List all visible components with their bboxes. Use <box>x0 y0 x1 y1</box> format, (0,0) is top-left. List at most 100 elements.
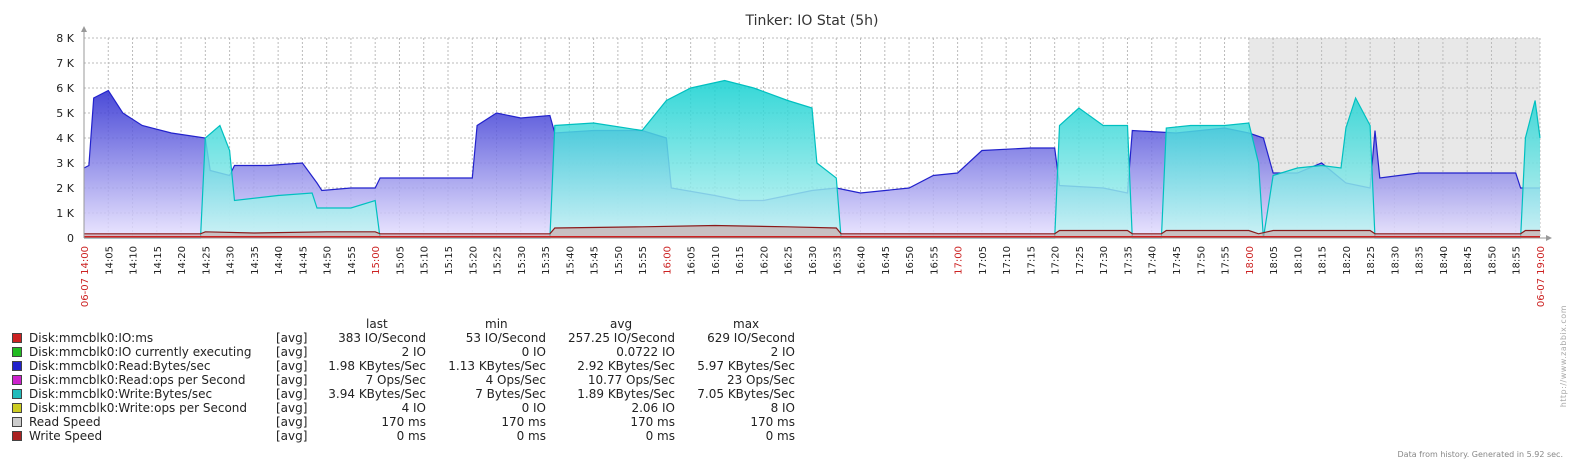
x-tick-label: 14:20 <box>177 246 188 275</box>
legend-row: Read Speed [avg] 170 ms 170 ms 170 ms 170 ms <box>0 415 820 429</box>
x-tick-label: 16:40 <box>857 246 868 275</box>
legend-item-name: Disk:mmcblk0:IO currently executing <box>29 345 252 359</box>
legend-item-name: Write Speed <box>29 429 103 443</box>
legend-item-max: 23 Ops/Sec <box>726 373 795 387</box>
legend-item-max: 5.97 KBytes/Sec <box>697 359 795 373</box>
x-tick-label: 18:00 <box>1245 246 1256 275</box>
legend-item-last: 0 ms <box>396 429 426 443</box>
x-tick-label: 18:45 <box>1463 246 1474 275</box>
x-tick-label: 18:15 <box>1318 246 1329 275</box>
x-tick-label: 16:20 <box>759 246 770 275</box>
x-tick-label: 15:35 <box>541 246 552 275</box>
legend-item-min: 4 Ops/Sec <box>485 373 546 387</box>
legend-item-avg: 257.25 IO/Second <box>568 331 675 345</box>
legend-swatch <box>12 361 22 371</box>
x-tick-label: 17:35 <box>1123 246 1134 275</box>
legend-swatch <box>12 333 22 343</box>
x-tick-label: 14:55 <box>347 246 358 275</box>
legend-item-name: Disk:mmcblk0:IO:ms <box>29 331 154 345</box>
x-tick-label: 14:15 <box>153 246 164 275</box>
y-tick-label: 0 <box>67 232 74 245</box>
x-tick-label: 17:20 <box>1051 246 1062 275</box>
io-stat-graph: Tinker: IO Stat (5h) 0 1 K 2 K 3 K 4 K 5 K 6 K 7… <box>56 13 1552 307</box>
side-url: http://www.zabbix.com <box>1559 305 1568 408</box>
legend-item-function: [avg] <box>276 373 308 387</box>
legend-item-avg: 2.92 KBytes/Sec <box>577 359 675 373</box>
legend-header-avg: avg <box>610 317 633 331</box>
legend-item-min: 1.13 KBytes/Sec <box>448 359 546 373</box>
legend-item-last: 7 Ops/Sec <box>365 373 426 387</box>
x-tick-label: 14:40 <box>274 246 285 275</box>
x-tick-label: 15:50 <box>614 246 625 275</box>
x-tick-label: 17:25 <box>1075 246 1086 275</box>
legend-item-last: 170 ms <box>381 415 426 429</box>
x-tick-label: 18:55 <box>1512 246 1523 275</box>
legend-row: Disk:mmcblk0:Read:Bytes/sec [avg] 1.98 KBy… <box>0 359 820 373</box>
legend-item-min: 53 IO/Second <box>465 331 546 345</box>
legend-item-min: 7 Bytes/Sec <box>475 387 546 401</box>
legend-item-max: 629 IO/Second <box>707 331 795 345</box>
x-tick-label: 18:25 <box>1366 246 1377 275</box>
legend-item-last: 4 IO <box>401 401 426 415</box>
legend-item-last: 1.98 KBytes/Sec <box>328 359 426 373</box>
legend-item-avg: 170 ms <box>630 415 675 429</box>
x-tick-label: 15:30 <box>517 246 528 275</box>
x-tick-label: 15:20 <box>468 246 479 275</box>
y-axis-arrow <box>81 26 87 32</box>
x-tick-label: 16:50 <box>905 246 916 275</box>
x-tick-label: 14:10 <box>129 246 140 275</box>
legend-header-min: min <box>485 317 508 331</box>
x-tick-label: 15:55 <box>638 246 649 275</box>
legend-item-avg: 0 ms <box>645 429 675 443</box>
series-line <box>84 224 1540 235</box>
x-tick-label: 06-07 14:00 <box>80 246 91 307</box>
legend-item-min: 0 IO <box>521 345 546 359</box>
x-tick-label: 18:35 <box>1415 246 1426 275</box>
legend-item-function: [avg] <box>276 331 308 345</box>
x-tick-label: 15:10 <box>420 246 431 275</box>
legend-item-name: Disk:mmcblk0:Write:ops per Second <box>29 401 248 415</box>
legend-item-name: Disk:mmcblk0:Read:ops per Second <box>29 373 246 387</box>
y-tick-label: 8 K <box>56 32 74 45</box>
legend-item-avg: 0.0722 IO <box>616 345 675 359</box>
legend-row: Disk:mmcblk0:Read:ops per Second [avg] 7 O… <box>0 373 820 387</box>
x-tick-label: 16:30 <box>808 246 819 275</box>
x-tick-label: 17:40 <box>1148 246 1159 275</box>
legend-item-avg: 2.06 IO <box>631 401 675 415</box>
legend-item-last: 2 IO <box>401 345 426 359</box>
x-tick-label: 15:00 <box>371 246 382 275</box>
legend-item-max: 2 IO <box>770 345 795 359</box>
x-tick-label: 17:45 <box>1172 246 1183 275</box>
x-tick-label: 15:40 <box>565 246 576 275</box>
x-tick-label: 17:30 <box>1099 246 1110 275</box>
x-tick-label: 15:25 <box>493 246 504 275</box>
x-tick-label: 16:25 <box>784 246 795 275</box>
x-tick-label: 16:35 <box>832 246 843 275</box>
y-tick-label: 2 K <box>56 182 74 195</box>
legend-item-avg: 1.89 KBytes/Sec <box>577 387 675 401</box>
x-tick-label: 15:45 <box>590 246 601 275</box>
legend-item-last: 3.94 KBytes/Sec <box>328 387 426 401</box>
x-tick-label: 14:30 <box>226 246 237 275</box>
legend-swatch <box>12 347 22 357</box>
y-tick-label: 5 K <box>56 107 74 120</box>
legend-swatch <box>12 431 22 441</box>
legend-item-function: [avg] <box>276 345 308 359</box>
legend-item-min: 0 IO <box>521 401 546 415</box>
x-tick-label: 14:25 <box>201 246 212 275</box>
legend-header-last: last <box>366 317 388 331</box>
legend-item-min: 0 ms <box>516 429 546 443</box>
y-tick-label: 6 K <box>56 82 74 95</box>
legend-swatch <box>12 417 22 427</box>
x-tick-label: 17:50 <box>1196 246 1207 275</box>
x-tick-label: 17:15 <box>1026 246 1037 275</box>
x-tick-label: 14:35 <box>250 246 261 275</box>
legend-swatch <box>12 403 22 413</box>
x-tick-label: 16:45 <box>881 246 892 275</box>
legend-item-function: [avg] <box>276 401 308 415</box>
legend-header-max: max <box>733 317 760 331</box>
legend-row: Disk:mmcblk0:IO:ms [avg] 383 IO/Second 53 I… <box>0 331 820 345</box>
legend-row: Disk:mmcblk0:Write:ops per Second [avg] 4 … <box>0 401 820 415</box>
legend-item-max: 0 ms <box>765 429 795 443</box>
legend-item-avg: 10.77 Ops/Sec <box>587 373 675 387</box>
